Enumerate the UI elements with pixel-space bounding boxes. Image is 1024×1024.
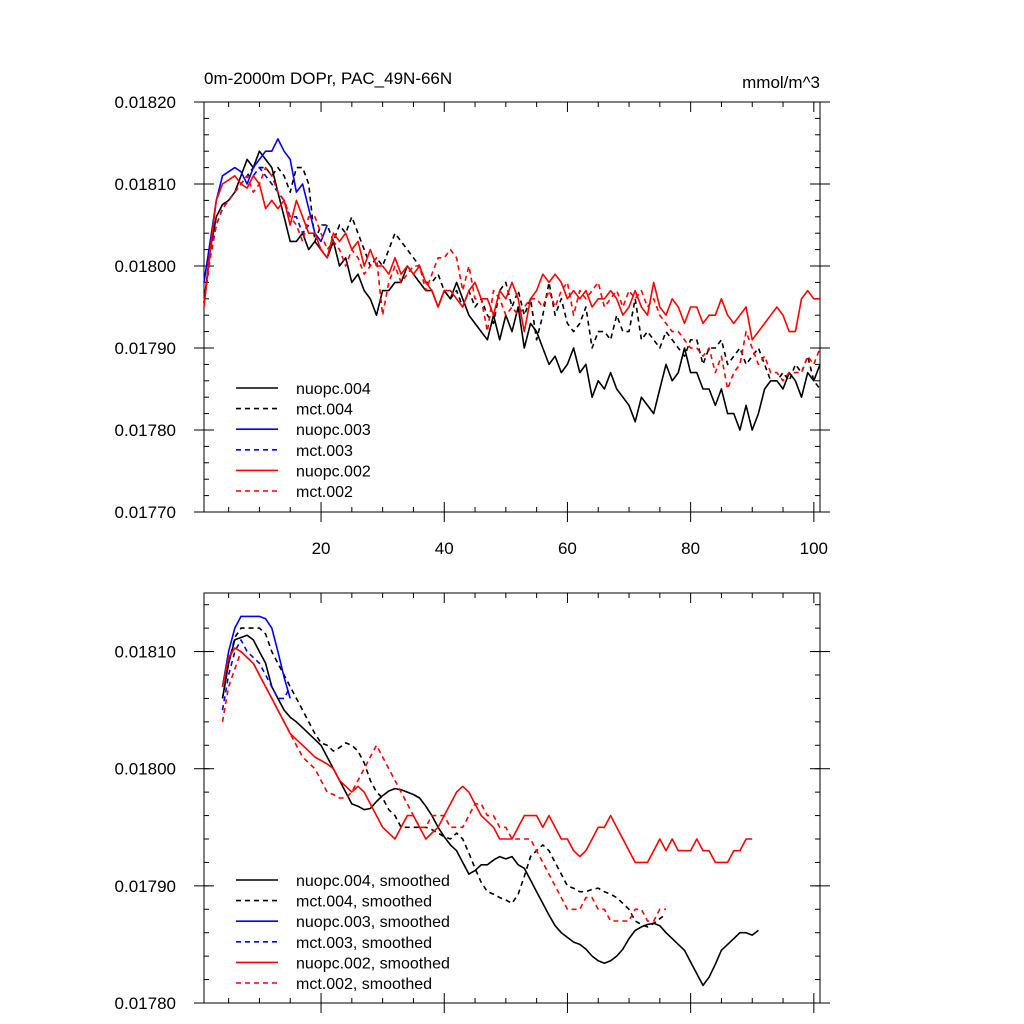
- x-tick-label: 100: [800, 539, 828, 558]
- series-line: [221, 647, 753, 864]
- plot-frame: [203, 592, 821, 1004]
- axis-ticks: 20 40 60 80 100 0.01770 0.01780 0.01790 0.01800 0…: [115, 93, 830, 558]
- y-tick-label: 0.01800: [115, 760, 176, 779]
- series-line: [221, 615, 291, 699]
- legend-label: mct.002: [296, 484, 353, 501]
- y-tick-label: 0.01780: [115, 994, 176, 1013]
- series-group: [221, 615, 759, 987]
- y-tick-label: 0.01790: [115, 877, 176, 896]
- y-tick-label: 0.01780: [115, 421, 176, 440]
- bottom-panel: 0.01780 0.01790 0.01800 0.01810 nuopc.004, …: [115, 592, 830, 1013]
- legend: nuopc.004, smoothed mct.004, smoothed nuop…: [236, 873, 450, 993]
- y-tick-label: 0.01810: [115, 175, 176, 194]
- legend-label: nuopc.004: [296, 381, 371, 398]
- legend-label: mct.004: [296, 402, 353, 419]
- x-tick-label: 40: [435, 539, 454, 558]
- x-tick-label: 20: [312, 539, 331, 558]
- legend-label: mct.003: [296, 443, 353, 460]
- series-line: [221, 627, 667, 928]
- legend-label: nuopc.002: [296, 463, 371, 480]
- x-tick-label: 80: [681, 539, 700, 558]
- top-panel: 0m-2000m DOPr, PAC_49N-66N mmol/m^3 20 40…: [115, 69, 830, 558]
- legend-label: nuopc.002, smoothed: [296, 955, 450, 972]
- y-tick-label: 0.01810: [115, 643, 176, 662]
- series-line: [203, 150, 821, 431]
- series-group: [203, 138, 821, 431]
- x-tick-label: 60: [558, 539, 577, 558]
- chart-title: 0m-2000m DOPr, PAC_49N-66N: [204, 69, 452, 88]
- series-line: [203, 138, 328, 283]
- legend-label: nuopc.003, smoothed: [296, 914, 450, 931]
- legend-label: nuopc.004, smoothed: [296, 873, 450, 890]
- series-line: [203, 166, 821, 390]
- y-tick-label: 0.01790: [115, 339, 176, 358]
- legend-label: nuopc.003: [296, 422, 371, 439]
- axis-ticks: 0.01780 0.01790 0.01800 0.01810: [115, 593, 830, 1013]
- series-line: [203, 175, 820, 341]
- legend-label: mct.004, smoothed: [296, 894, 432, 911]
- series-line: [221, 639, 291, 711]
- y-tick-label: 0.01800: [115, 257, 176, 276]
- series-line: [221, 650, 666, 922]
- y-tick-label: 0.01820: [115, 93, 176, 112]
- legend-label: mct.003, smoothed: [296, 935, 432, 952]
- legend-label: mct.002, smoothed: [296, 976, 432, 993]
- series-line: [221, 634, 759, 987]
- y-tick-label: 0.01770: [115, 503, 176, 522]
- legend: nuopc.004 mct.004 nuopc.003 mct.003 nuopc.00…: [236, 381, 371, 501]
- units-label: mmol/m^3: [742, 73, 820, 92]
